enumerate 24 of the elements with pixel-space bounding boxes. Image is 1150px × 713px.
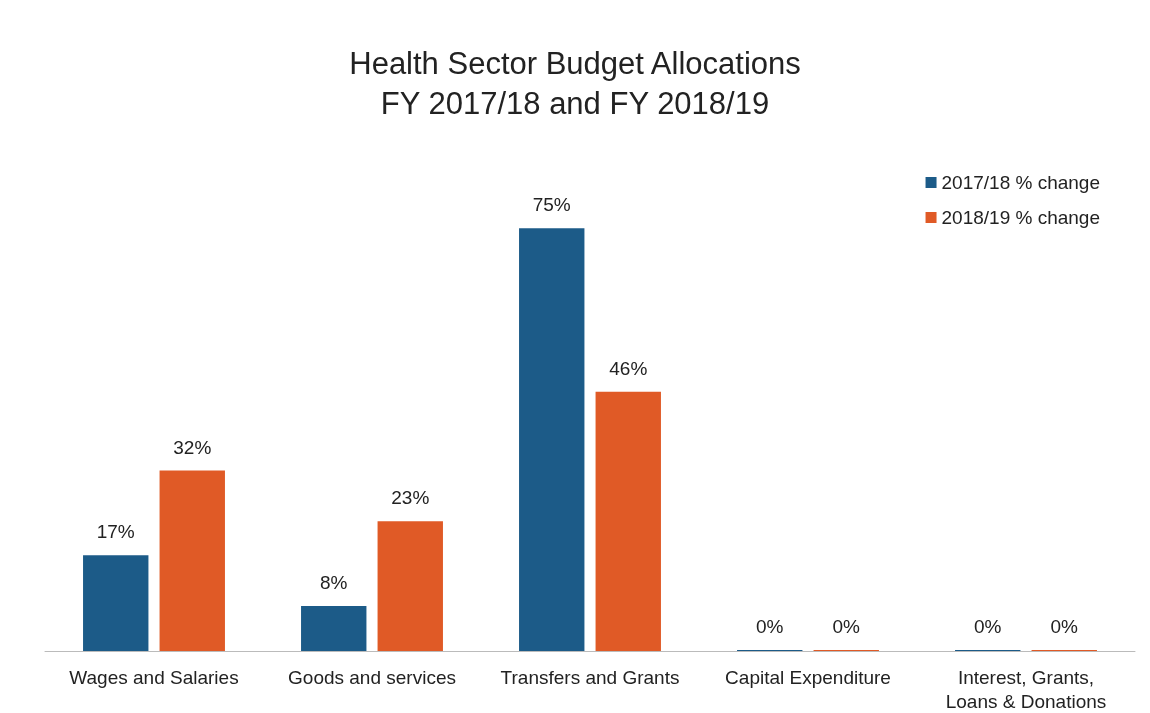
bar bbox=[301, 605, 367, 651]
x-tick-label: Wages and Salaries bbox=[69, 666, 239, 688]
bar bbox=[595, 391, 661, 651]
data-label: 0% bbox=[974, 616, 1002, 637]
x-tick-label: Capital Expenditure bbox=[725, 666, 891, 688]
bar bbox=[519, 228, 585, 651]
x-tick-label: Transfers and Grants bbox=[500, 666, 680, 688]
x-tick-label: Interest, Grants, Loans & Donations bbox=[945, 666, 1107, 712]
data-label: 0% bbox=[1050, 616, 1079, 637]
data-label: 17% bbox=[96, 521, 135, 543]
bar bbox=[377, 521, 443, 651]
bar bbox=[83, 555, 149, 651]
data-label: 0% bbox=[832, 616, 861, 637]
data-label: 8% bbox=[320, 571, 348, 593]
data-label: 75% bbox=[532, 194, 571, 216]
x-tick-label: Goods and services bbox=[288, 666, 456, 688]
legend-label: 2018/19 % change bbox=[941, 207, 1100, 228]
data-label: 23% bbox=[391, 487, 430, 509]
data-label: 0% bbox=[756, 616, 784, 637]
chart-title: Health Sector Budget Allocations FY 2017/18 and FY 2018/19 bbox=[349, 45, 801, 121]
bar bbox=[159, 470, 225, 651]
legend-label: 2017/18 % change bbox=[941, 172, 1100, 193]
data-label: 32% bbox=[173, 436, 212, 458]
data-label: 46% bbox=[609, 357, 648, 379]
